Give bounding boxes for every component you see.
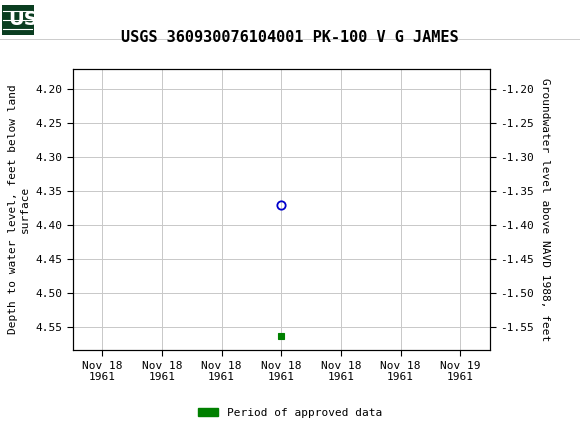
Bar (2, 5, 34, 35)
Y-axis label: Groundwater level above NAVD 1988, feet: Groundwater level above NAVD 1988, feet (540, 78, 550, 341)
Legend: Period of approved data: Period of approved data (194, 403, 386, 422)
Text: USGS: USGS (9, 10, 68, 30)
Y-axis label: Depth to water level, feet below land
surface: Depth to water level, feet below land su… (8, 85, 30, 335)
Text: USGS 360930076104001 PK-100 V G JAMES: USGS 360930076104001 PK-100 V G JAMES (121, 30, 459, 45)
